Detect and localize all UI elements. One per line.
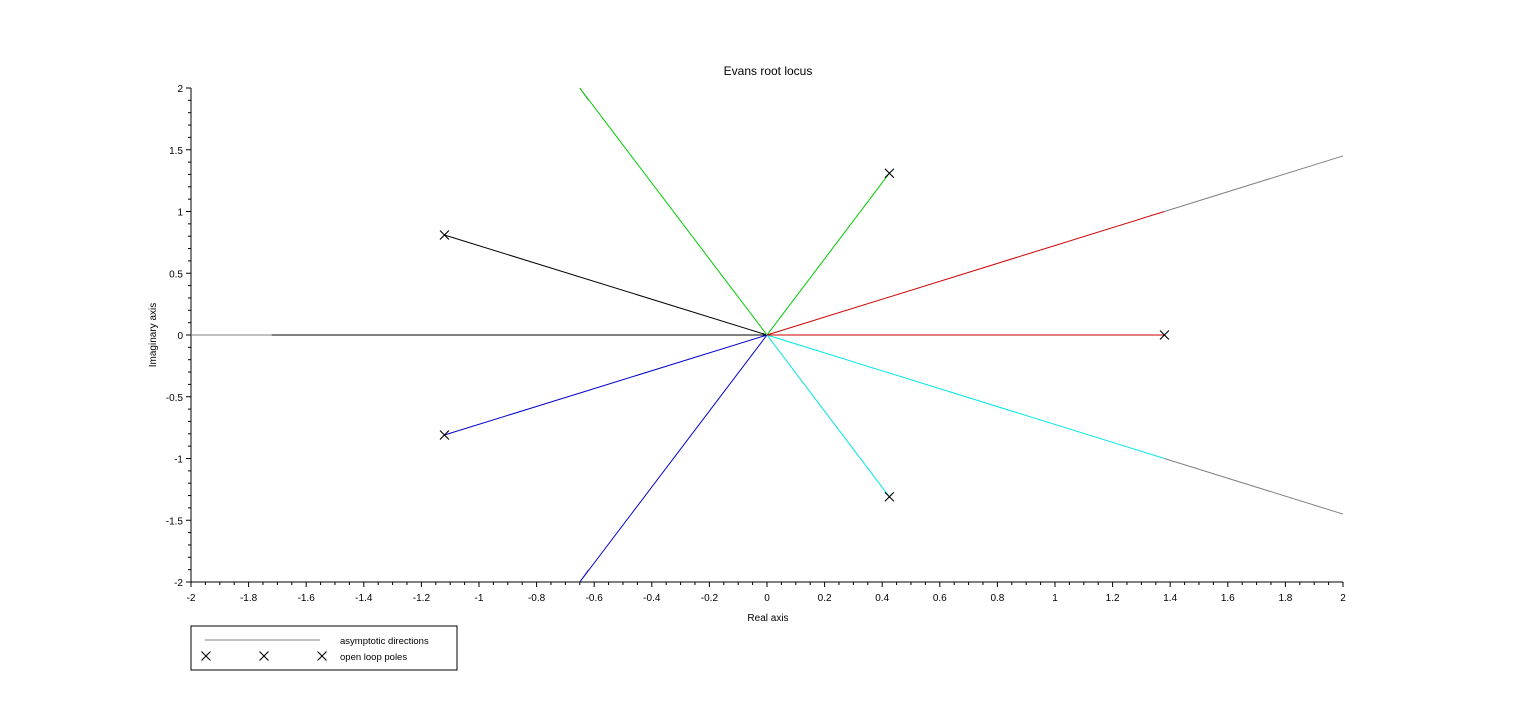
- pole-marker: [201, 651, 211, 661]
- x-tick-label: 1.4: [1163, 593, 1177, 604]
- x-tick-label: 1.2: [1106, 593, 1120, 604]
- x-tick-label: 0.8: [990, 593, 1004, 604]
- y-tick-label: 2: [177, 84, 183, 95]
- x-tick-label: -1.2: [413, 593, 431, 604]
- y-tick-label: -1: [174, 455, 183, 466]
- locus-branch: [444, 234, 768, 336]
- locus-branch: [766, 211, 1165, 336]
- x-axis-label: Real axis: [747, 613, 788, 624]
- pole-marker: [317, 651, 327, 661]
- y-tick-label: 0: [177, 331, 183, 342]
- locus-branch: [444, 334, 769, 583]
- pole-marker: [1159, 330, 1170, 340]
- x-tick-label: 1.8: [1278, 593, 1292, 604]
- x-tick-label: 0.4: [875, 593, 889, 604]
- asymptote-line: [1164, 155, 1344, 212]
- x-tick-label: -0.4: [643, 593, 661, 604]
- pole-marker-stroke: [317, 651, 327, 661]
- pole-marker: [884, 168, 895, 179]
- x-tick-label: 0.2: [818, 593, 832, 604]
- x-tick-label: -0.8: [528, 593, 546, 604]
- legend-box: [190, 625, 458, 671]
- x-tick-label: -0.6: [586, 593, 604, 604]
- pole-marker-stroke: [884, 491, 895, 502]
- x-tick-label: -1.6: [298, 593, 316, 604]
- x-tick-label: 0: [764, 593, 770, 604]
- pole-marker: [884, 491, 895, 502]
- x-tick-label: -1.4: [355, 593, 373, 604]
- pole-marker-stroke: [259, 651, 269, 661]
- y-tick-label: -0.5: [166, 393, 184, 404]
- x-tick-label: 1: [1052, 593, 1058, 604]
- pole-marker-stroke: [201, 651, 211, 661]
- y-tick-label: -2: [174, 578, 183, 589]
- x-tick-label: -1: [475, 593, 484, 604]
- asymptote-line: [1164, 458, 1344, 515]
- y-tick-label: 0.5: [169, 269, 183, 280]
- chart-title: Evans root locus: [724, 64, 813, 78]
- pole-marker-stroke: [884, 168, 895, 179]
- y-tick-label: 1: [177, 208, 183, 219]
- pole-marker: [439, 430, 450, 440]
- x-tick-label: 2: [1340, 593, 1346, 604]
- y-tick-label: -1.5: [166, 516, 184, 527]
- axes: -2 -1.8 -1.6 -1.4 -1.2 -1 -0.8 -0.6 -0.4 -0.2 0 0.2…: [166, 84, 1346, 604]
- plot-area: [191, 87, 1344, 583]
- locus-branch: [765, 334, 1165, 498]
- legend: asymptotic directions open loop poles: [190, 625, 458, 671]
- legend-pole-markers: [201, 651, 327, 661]
- x-tick-label: 0.6: [933, 593, 947, 604]
- pole-marker: [439, 230, 450, 240]
- legend-pole-label: open loop poles: [340, 652, 407, 663]
- pole-marker-stroke: [439, 430, 450, 440]
- x-tick-label: -1.8: [240, 593, 258, 604]
- legend-asymptote-label: asymptotic directions: [340, 636, 429, 647]
- y-tick-label: 1.5: [169, 146, 183, 157]
- pole-marker-stroke: [1159, 330, 1170, 340]
- locus-branch: [579, 87, 890, 336]
- x-tick-label: -2: [187, 593, 196, 604]
- pole-marker: [259, 651, 269, 661]
- pole-marker-stroke: [439, 230, 450, 240]
- x-tick-label: 1.6: [1221, 593, 1235, 604]
- x-tick-label: -0.2: [701, 593, 719, 604]
- y-axis-label: Imaginary axis: [148, 303, 159, 367]
